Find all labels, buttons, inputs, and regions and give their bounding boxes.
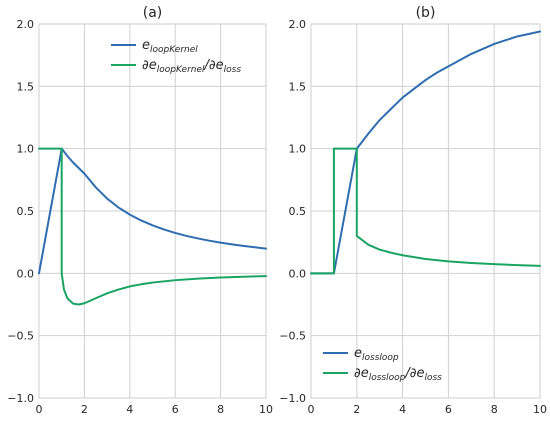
legend-main: e <box>142 38 150 53</box>
panel-title: (a) <box>143 5 163 21</box>
legend-subscript-2: loss <box>424 373 442 383</box>
x-tick-label: 6 <box>445 403 452 416</box>
legend-main: ∂e <box>354 366 369 381</box>
legend-mid: /∂e <box>404 366 424 381</box>
legend: eloopKernel∂eloopKernel/∂eloss <box>111 38 241 75</box>
y-tick-label: 0.5 <box>289 205 307 218</box>
x-tick-label: 4 <box>399 403 406 416</box>
legend-label-0: eloopKernel <box>142 38 198 55</box>
legend-subscript: lossloop <box>362 353 399 363</box>
legend-main: e <box>354 346 362 361</box>
legend-label-1: ∂elossloop/∂eloss <box>354 366 442 383</box>
x-tick-label: 0 <box>36 403 43 416</box>
legend-label-0: elossloop <box>354 346 399 363</box>
panel-title: (b) <box>416 5 436 21</box>
y-tick-label: −0.5 <box>7 330 34 343</box>
x-tick-label: 10 <box>259 403 273 416</box>
panel-b: 0 2 4 6 8 10−1.0−0.50.00.51.01.52.0(b)elosslo… <box>279 5 547 416</box>
x-tick-label: 0 <box>308 403 315 416</box>
x-tick-label: 4 <box>126 403 133 416</box>
series-line-0 <box>310 30 541 275</box>
plot-frame <box>310 23 541 399</box>
y-tick-label: −1.0 <box>279 392 306 405</box>
y-tick-label: −0.5 <box>279 330 306 343</box>
x-tick-label: 8 <box>217 403 224 416</box>
y-tick-label: 1.0 <box>289 143 307 156</box>
y-tick-label: 1.0 <box>17 143 35 156</box>
y-tick-label: 1.5 <box>289 80 307 93</box>
legend-subscript: lossloop <box>369 373 406 383</box>
x-tick-label: 10 <box>533 403 547 416</box>
legend-subscript: loopKernel <box>157 65 205 75</box>
plot-frame <box>38 23 267 399</box>
y-tick-label: 2.0 <box>289 18 307 31</box>
legend-subscript: loopKernel <box>150 45 198 55</box>
panel-a: 0 2 4 6 8 10−1.0−0.50.00.51.01.52.0(a)eloopKe… <box>7 5 273 416</box>
series-line-0 <box>38 147 267 275</box>
x-tick-label: 8 <box>491 403 498 416</box>
y-tick-label: 0.0 <box>17 267 35 280</box>
x-tick-label: 2 <box>353 403 360 416</box>
series-line-1 <box>310 147 541 275</box>
legend-label-1: ∂eloopKernel/∂eloss <box>142 58 241 75</box>
y-tick-label: 2.0 <box>17 18 35 31</box>
legend-main: ∂e <box>142 58 157 73</box>
y-tick-label: 1.5 <box>17 80 35 93</box>
legend: elossloop∂elossloop/∂eloss <box>323 346 442 383</box>
y-tick-label: 0.5 <box>17 205 35 218</box>
legend-mid: /∂e <box>204 58 224 73</box>
series-line-1 <box>38 147 267 306</box>
legend-subscript-2: loss <box>224 65 242 75</box>
x-tick-label: 2 <box>81 403 88 416</box>
y-tick-label: 0.0 <box>289 267 307 280</box>
y-tick-label: −1.0 <box>7 392 34 405</box>
x-tick-label: 6 <box>172 403 179 416</box>
